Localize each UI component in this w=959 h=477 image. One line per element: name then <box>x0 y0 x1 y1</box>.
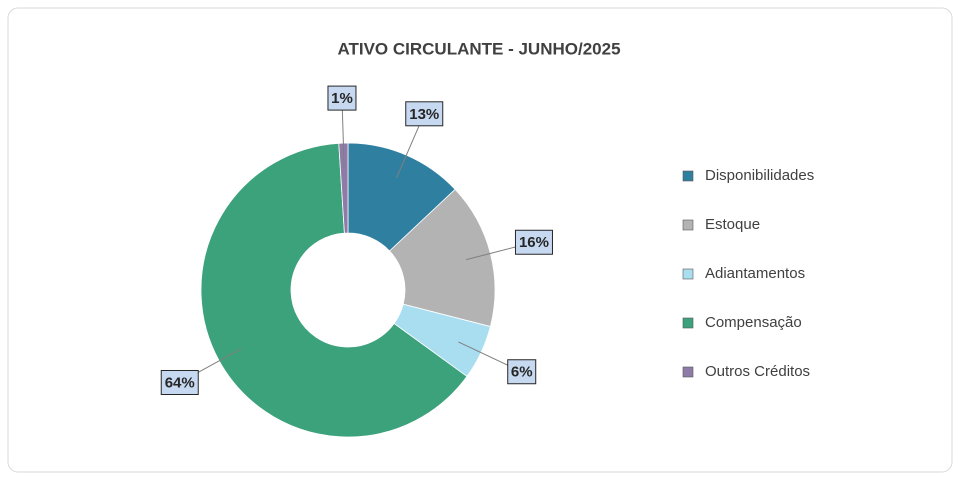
chart-title: ATIVO CIRCULANTE - JUNHO/2025 <box>337 39 620 58</box>
legend-label: Compensação <box>705 314 802 331</box>
legend-label: Disponibilidades <box>705 167 814 184</box>
slice <box>338 142 349 234</box>
legend-label: Adiantamentos <box>705 265 805 282</box>
data-label: 64% <box>165 374 195 391</box>
legend-swatch <box>682 268 694 280</box>
legend-swatch <box>682 170 694 182</box>
data-label: 6% <box>511 364 533 381</box>
legend-label: Outros Créditos <box>705 363 810 380</box>
slice <box>388 188 496 328</box>
data-label: 13% <box>409 106 439 123</box>
data-label: 16% <box>519 234 549 251</box>
data-label: 1% <box>331 90 353 107</box>
legend-swatch <box>682 219 694 231</box>
slice <box>200 142 468 438</box>
data-label-box <box>514 229 553 255</box>
data-label-box <box>327 85 357 111</box>
legend-label: Estoque <box>705 216 760 233</box>
legend-swatch <box>682 317 694 329</box>
legend-swatch <box>682 366 694 378</box>
data-label-box <box>160 369 199 395</box>
data-label-box <box>405 101 444 127</box>
data-label-box <box>507 359 537 385</box>
